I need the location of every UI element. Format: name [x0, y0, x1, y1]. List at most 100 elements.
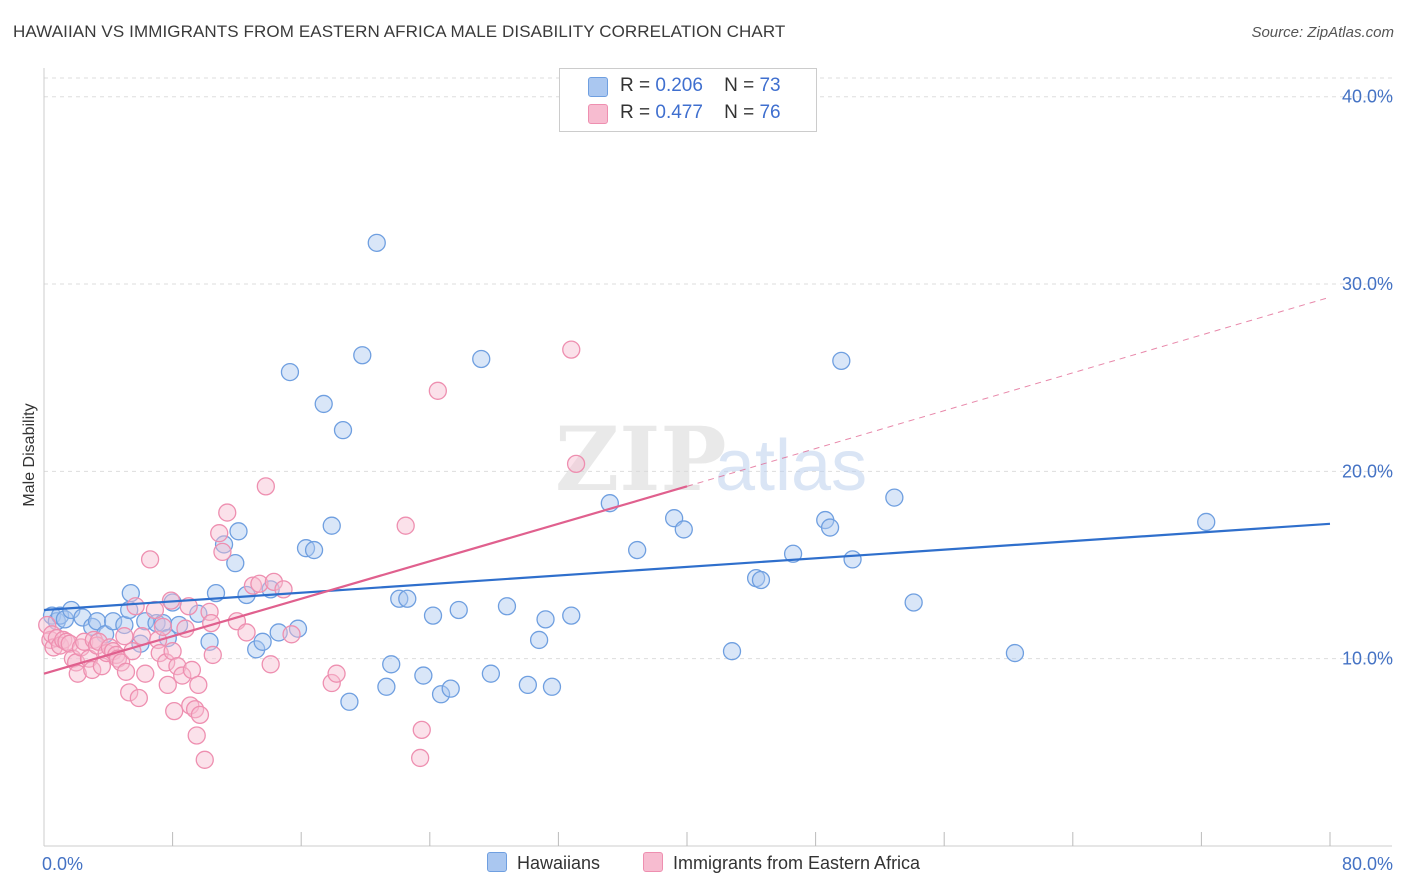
legend-r-label: R =: [620, 75, 651, 96]
eafrica-point: [140, 550, 160, 569]
hawaiians-point: [367, 233, 386, 252]
hawaiians-point: [414, 666, 433, 685]
eafrica-point: [203, 645, 222, 665]
hawaiians-point: [449, 600, 468, 620]
eafrica-point: [250, 574, 269, 593]
hawaiians-point: [628, 540, 647, 560]
axes: [43, 68, 1392, 847]
eafrica-point: [566, 454, 586, 474]
y-tick-label: 30.0%: [1342, 274, 1393, 294]
eafrica-point: [60, 634, 79, 653]
hawaiians-point: [722, 642, 742, 661]
bottom-legend-eafrica: Immigrants from Eastern Africa: [643, 852, 920, 874]
hawaiians-point: [87, 612, 107, 631]
hawaiians-point: [783, 544, 803, 563]
eafrica-point: [256, 477, 275, 496]
zipatlas-watermark: ZIP atlas: [555, 407, 867, 511]
eafrica-point: [165, 701, 184, 721]
eafrica-point: [264, 572, 284, 592]
eafrica-point: [322, 673, 341, 693]
hawaiians-point: [382, 655, 401, 674]
hawaiians-point: [247, 640, 266, 659]
hawaiians-point: [340, 692, 359, 711]
hawaiians-point: [353, 346, 372, 365]
y-axis-label: Male Disability: [21, 403, 38, 506]
eafrica-point: [132, 627, 152, 646]
trend-lines: [43, 296, 1331, 675]
eafrica-point: [38, 615, 57, 635]
hawaiians-point: [832, 351, 851, 370]
eafrica-point: [411, 748, 430, 768]
bottom-legend-label: Hawaiians: [517, 853, 601, 873]
hawaiians-point: [536, 610, 555, 629]
eafrica-swatch: [588, 104, 608, 124]
eafrica-point: [213, 542, 232, 562]
eafrica-point: [129, 688, 148, 708]
hawaiians-point: [103, 612, 123, 631]
source-credit: Source: ZipAtlas.com: [1251, 24, 1394, 41]
hawaiians-point: [562, 606, 581, 625]
eafrica-trend-line: [43, 485, 688, 675]
eafrica-point: [115, 627, 134, 646]
y-tick-label: 10.0%: [1342, 649, 1393, 669]
hawaiians-point: [441, 679, 460, 698]
eafrica-point: [261, 655, 280, 674]
legend-r-value: 0.206: [655, 75, 703, 96]
hawaiians-point: [1005, 643, 1025, 663]
chart-title: HAWAIIAN VS IMMIGRANTS FROM EASTERN AFRI…: [13, 22, 786, 41]
hawaiians-point: [226, 554, 245, 573]
hawaiians-point: [529, 630, 549, 650]
legend-n-label: N =: [724, 102, 755, 123]
eafrica-point: [189, 675, 208, 695]
hawaiians-point: [674, 520, 693, 539]
hawaiians-point: [377, 677, 396, 696]
hawaiians-point: [322, 516, 341, 535]
eafrica-point: [412, 720, 431, 740]
hawaiians-point: [542, 677, 562, 696]
eafrica-point: [187, 726, 206, 745]
eafrica-point: [136, 664, 155, 683]
eafrica-point: [218, 503, 237, 522]
hawaiians-point: [497, 597, 517, 616]
hawaiians-point: [820, 518, 840, 537]
eafrica-point: [112, 653, 131, 672]
hawaiians-point: [314, 394, 333, 414]
eafrica-point: [168, 657, 187, 676]
legend-n-value: 73: [759, 75, 781, 96]
y-tick-label: 20.0%: [1342, 461, 1393, 481]
hawaiians-point: [229, 522, 248, 541]
eafrica-point: [327, 664, 346, 683]
x-tick-labels: 0.0% 80.0%: [42, 854, 1393, 874]
hawaiians-point: [431, 685, 451, 704]
hawaiians-point: [280, 362, 300, 382]
hawaiians-point: [304, 540, 324, 560]
legend-r-label: R =: [620, 102, 651, 123]
correlation-legend: R = 0.206 N = 73 R = 0.477 N = 76: [559, 68, 817, 132]
eafrica-point: [237, 623, 256, 642]
eafrica-point: [83, 660, 102, 680]
eafrica-point: [179, 597, 198, 616]
hawaiians-point: [472, 349, 491, 369]
eafrica-point: [157, 653, 176, 672]
eafrica-point: [185, 700, 205, 719]
hawaiians-point: [398, 589, 417, 608]
eafrica-point: [126, 597, 145, 616]
hawaiians-point: [73, 608, 92, 627]
svg-text:atlas: atlas: [715, 426, 867, 506]
legend-n-label: N =: [724, 75, 755, 96]
y-tick-labels: 10.0% 20.0% 30.0% 40.0%: [1342, 87, 1393, 669]
bottom-legend-hawaiians: Hawaiians: [487, 852, 600, 874]
eafrica-point: [396, 516, 415, 535]
y-tick-label: 40.0%: [1342, 87, 1393, 107]
eafrica-swatch: [643, 852, 663, 872]
hawaiians-point: [843, 550, 862, 569]
hawaiians-point: [189, 604, 208, 623]
hawaiians-point: [518, 675, 538, 695]
hawaiians-points: [42, 233, 1216, 711]
x-tick-label: 80.0%: [1342, 854, 1393, 874]
hawaiians-point: [333, 421, 353, 440]
hawaiians-point: [55, 610, 75, 629]
eafrica-point: [153, 617, 173, 636]
hawaiians-trend-line: [43, 522, 1331, 612]
